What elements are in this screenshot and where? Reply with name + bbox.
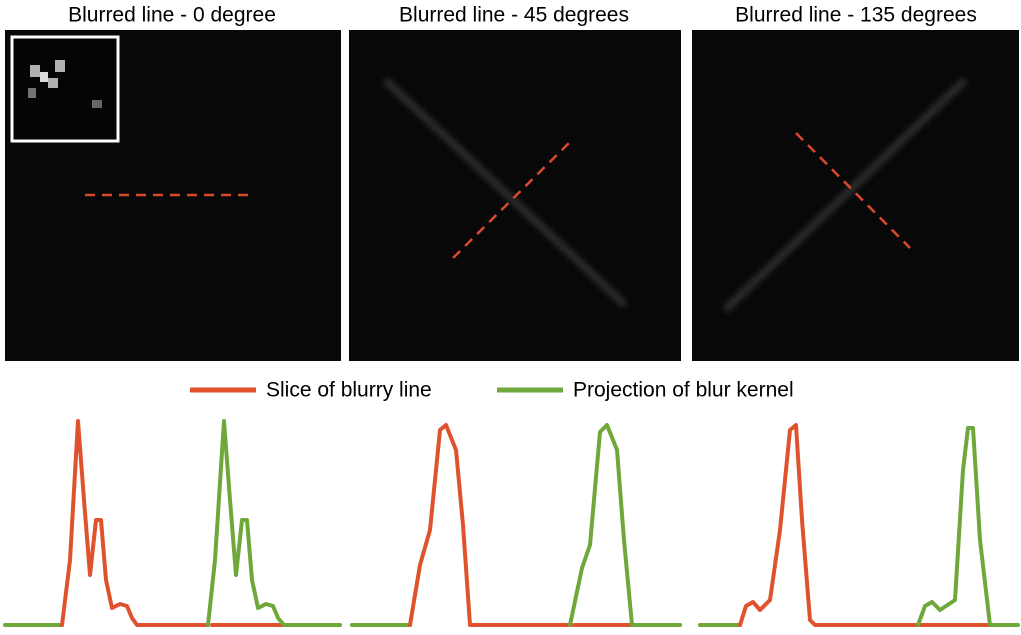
panel-title: Blurred line - 0 degree — [68, 4, 276, 27]
legend: Slice of blurry line Projection of blur k… — [190, 379, 794, 402]
image-panel — [692, 30, 1019, 361]
legend-label: Slice of blurry line — [266, 379, 432, 402]
image-panel — [5, 30, 341, 361]
legend-label: Projection of blur kernel — [573, 379, 794, 402]
panel-title: Blurred line - 45 degrees — [399, 4, 629, 27]
image-panel — [349, 30, 681, 361]
panel-title: Blurred line - 135 degrees — [735, 4, 977, 27]
profile-plots — [5, 421, 1018, 625]
figure: Blurred line - 0 degree Blurred line - 4… — [0, 0, 1021, 635]
